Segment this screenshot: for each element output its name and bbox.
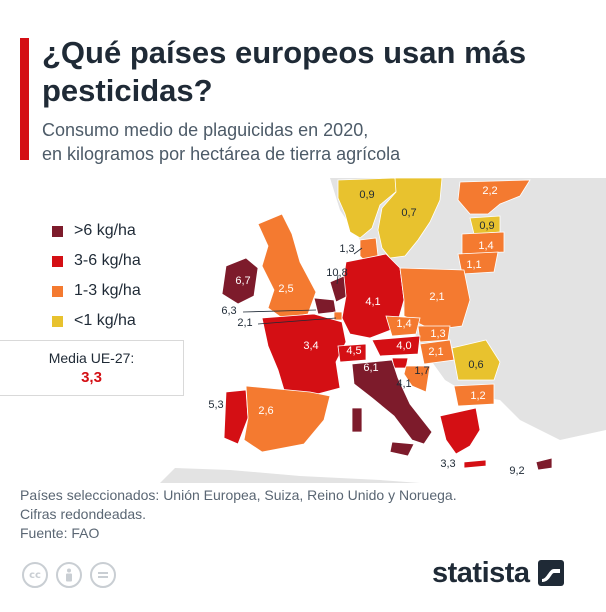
eu-average-box: Media UE-27: 3,3 (0, 340, 184, 396)
country-espana (243, 385, 331, 453)
label-eslovenia: 4,1 (396, 378, 411, 390)
statista-logo[interactable]: statista (432, 556, 564, 590)
country-italia (351, 359, 433, 445)
label-dinamarca: 1,3 (339, 243, 354, 255)
person-glyph (66, 568, 72, 582)
country-suiza (337, 343, 367, 363)
map-legend: >6 kg/ha 3-6 kg/ha 1-3 kg/ha <1 kg/ha (52, 216, 141, 336)
country-italia-cerdena (351, 407, 363, 433)
label-noruega: 0,9 (359, 189, 374, 201)
country-rumania (451, 339, 501, 381)
label-reino-unido: 2,5 (278, 283, 293, 295)
label-francia: 3,4 (303, 340, 318, 352)
leader-lines (242, 247, 363, 325)
label-austria: 4,0 (396, 340, 411, 352)
country-letonia (461, 231, 505, 255)
legend-label: >6 kg/ha (74, 222, 136, 239)
legend-item: 1-3 kg/ha (52, 276, 141, 306)
country-chequia (385, 315, 421, 337)
country-suecia (377, 178, 443, 259)
country-reino-unido (257, 213, 317, 319)
leader-line-belgica (242, 309, 317, 313)
label-chequia: 1,4 (396, 318, 411, 330)
country-belgica (313, 297, 337, 315)
country-italia-sicilia (389, 441, 415, 457)
label-finlandia: 2,2 (482, 185, 497, 197)
license-icons: cc (22, 562, 116, 588)
label-suecia: 0,7 (401, 207, 416, 219)
label-chipre: 9,2 (509, 465, 524, 477)
country-portugal (223, 389, 249, 445)
country-finlandia (457, 179, 531, 215)
label-rumania: 0,6 (468, 359, 483, 371)
label-luxemburgo: 2,1 (237, 317, 252, 329)
leader-line-dinamarca (353, 247, 363, 255)
label-irlanda: 6,7 (235, 275, 250, 287)
label-suiza: 4,5 (346, 345, 361, 357)
legend-label: <1 kg/ha (74, 312, 136, 329)
leader-line-paises-bajos (336, 274, 339, 285)
country-croacia (403, 365, 431, 393)
footer-note-rounding: Cifras redondeadas. (20, 506, 147, 522)
label-paises-bajos: 10,8 (326, 267, 347, 279)
legend-swatch (52, 225, 63, 237)
country-grecia-creta (463, 459, 487, 469)
label-italia: 6,1 (363, 362, 378, 374)
legend-swatch (52, 255, 63, 267)
label-polonia: 2,1 (429, 291, 444, 303)
label-belgica: 6,3 (221, 305, 236, 317)
country-bulgaria (453, 383, 495, 407)
label-croacia: 1,7 (414, 365, 429, 377)
label-lituania: 1,1 (466, 259, 481, 271)
country-francia (261, 313, 347, 397)
europe-map: 0,9 0,7 2,2 0,9 1,4 1,1 1,3 6,7 2,5 10,8… (160, 178, 606, 483)
no-derivatives-icon[interactable] (90, 562, 116, 588)
cc-license-icon[interactable]: cc (22, 562, 48, 588)
equals-glyph (98, 572, 108, 578)
subtitle-line-1: Consumo medio de plaguicidas en 2020, (42, 120, 369, 140)
map-land-africa (160, 468, 420, 483)
legend-item: <1 kg/ha (52, 306, 141, 336)
attribution-icon[interactable] (56, 562, 82, 588)
legend-swatch (52, 285, 63, 297)
brand-wordmark: statista (432, 556, 530, 589)
label-espana: 2,6 (258, 405, 273, 417)
eu-average-label: Media UE-27: (48, 350, 135, 366)
label-letonia: 1,4 (478, 240, 493, 252)
leader-line-luxemburgo (257, 317, 337, 325)
footer-notes: Países seleccionados: Unión Europea, Sui… (20, 486, 580, 543)
title-accent-bar (20, 38, 29, 160)
label-eslovaquia: 1,3 (430, 328, 445, 340)
label-portugal: 5,3 (208, 399, 223, 411)
country-austria (371, 335, 421, 357)
country-irlanda (221, 257, 259, 305)
label-estonia: 0,9 (479, 220, 494, 232)
subtitle-line-2: en kilogramos por hectárea de tierra agr… (42, 144, 401, 164)
statista-mark-icon (537, 560, 564, 586)
map-shapes (160, 178, 606, 483)
legend-item: 3-6 kg/ha (52, 246, 141, 276)
eu-average-value: 3,3 (81, 369, 102, 386)
country-grecia (439, 407, 481, 455)
legend-label: 3-6 kg/ha (74, 252, 141, 269)
chart-title: ¿Qué países europeos usan más pesticidas… (42, 35, 527, 108)
label-grecia: 3,3 (440, 458, 455, 470)
label-hungria: 2,1 (428, 346, 443, 358)
country-lituania (457, 251, 499, 275)
footer-note-source: Fuente: FAO (20, 525, 100, 541)
country-luxemburgo (333, 311, 343, 321)
legend-label: 1-3 kg/ha (74, 282, 141, 299)
label-bulgaria: 1,2 (470, 390, 485, 402)
footer-note-countries: Países seleccionados: Unión Europea, Sui… (20, 487, 457, 503)
chart-subtitle: Consumo medio de plaguicidas en 2020, en… (42, 118, 582, 166)
map-value-labels: 0,9 0,7 2,2 0,9 1,4 1,1 1,3 6,7 2,5 10,8… (208, 185, 524, 477)
legend-item: >6 kg/ha (52, 216, 141, 246)
label-alemania: 4,1 (365, 296, 380, 308)
country-chipre (535, 457, 553, 471)
legend-swatch (52, 315, 63, 327)
